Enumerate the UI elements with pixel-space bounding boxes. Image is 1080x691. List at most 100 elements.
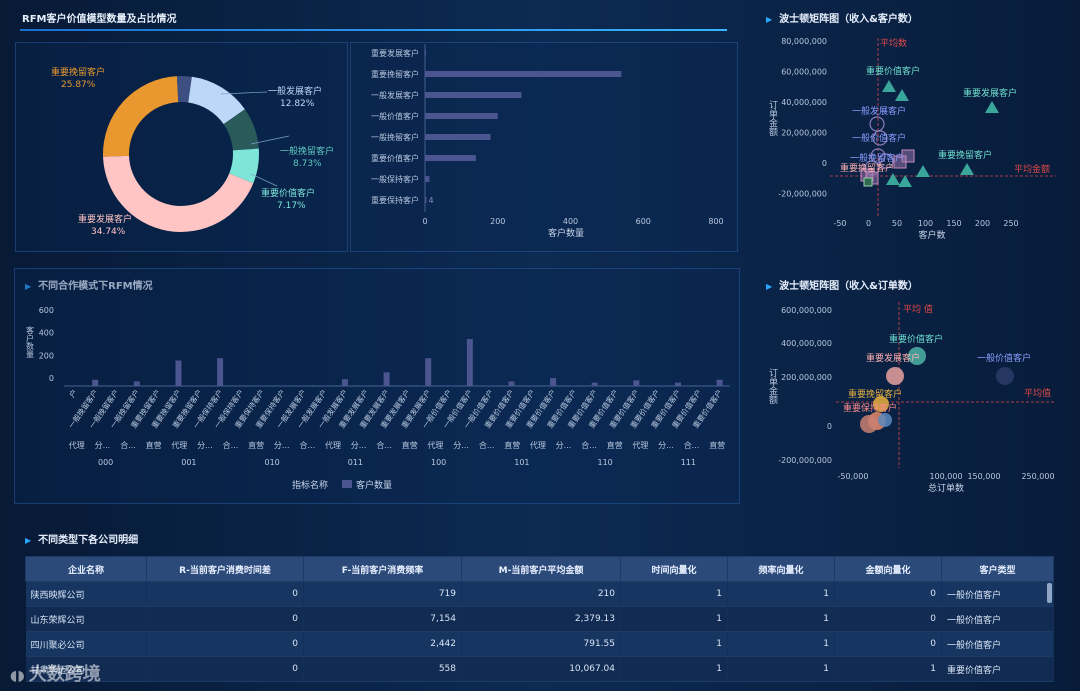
bcg2-label-1: 重要发展客户	[866, 352, 920, 364]
col-header[interactable]: F-当前客户消费频率	[303, 556, 462, 582]
coop-mode-label: 合...	[120, 440, 136, 450]
hbar-category-label: 重要保持客户	[371, 195, 419, 205]
coop-mode-label: 合...	[223, 440, 239, 450]
coop-legend-swatch	[342, 480, 352, 488]
bcg2-xlabel: 总订单数	[928, 482, 964, 494]
bcg2-label-0: 重要价值客户	[889, 333, 943, 345]
coop-bar	[529, 385, 536, 386]
hbar-category-label: 一般挽留客户	[371, 132, 419, 142]
coop-bar	[133, 381, 140, 386]
table-row[interactable]: 陕西映辉公司 0 719 210 1 1 0 一般价值客户	[25, 581, 1054, 607]
watermark: ◖◗ 大数跨境	[10, 660, 101, 686]
coop-bar	[446, 385, 453, 386]
bcg2-avg-right: 平均值	[1024, 387, 1051, 399]
bcg1-label-4: 重要挽留客户	[938, 149, 992, 161]
hbar-chart: 0 200 400 600 800 重要发展客户重要挽留客户一般发展客户一般价值客户一般挽…	[371, 44, 724, 239]
hbar-xtick-label: 600	[636, 217, 651, 226]
col-header[interactable]: 时间向量化	[620, 556, 728, 582]
cell-type: 一般价值客户	[941, 631, 1054, 657]
coop-ytick-label: 200	[39, 351, 54, 360]
coop-mode-label: 合...	[300, 440, 316, 450]
coop-mode-label: 代理	[325, 440, 341, 450]
hbar-bar	[425, 197, 427, 203]
coop-mode-label: 合...	[376, 440, 392, 450]
bcg2-xtick-label: -50,000	[838, 472, 869, 481]
cell-m: 10,067.04	[461, 656, 621, 682]
donut-slice-teal-dark	[223, 109, 259, 151]
hbar-bar	[425, 176, 430, 182]
cell-r: 0	[146, 631, 304, 657]
col-header[interactable]: 客户类型	[941, 556, 1054, 582]
coop-bar	[716, 379, 723, 386]
coop-bar	[113, 385, 120, 386]
cell-freq-vec: 1	[727, 656, 835, 682]
bcg1-ytick-label: 60,000,000	[781, 68, 827, 77]
hbar-xtick-label: 800	[708, 217, 723, 226]
coop-bar	[612, 385, 619, 386]
cell-m: 791.55	[461, 631, 621, 657]
coop-ytick-label: 0	[49, 374, 54, 383]
triangle-icon: ▶	[25, 536, 32, 545]
hbar-category-label: 重要价值客户	[371, 153, 419, 163]
donut-leader-line	[220, 91, 268, 95]
donut-label-d-pct: 7.17%	[277, 201, 306, 211]
table-row[interactable]: 山东荣辉公司 0 7,154 2,379.13 1 1 0 一般价值客户	[25, 606, 1054, 632]
coop-bar	[383, 372, 390, 386]
bcg1-ytick-label: 20,000,000	[781, 129, 827, 138]
col-header[interactable]: 企业名称	[25, 556, 147, 582]
hbar-category-label: 一般价值客户	[371, 111, 419, 121]
col-header[interactable]: 金额向量化	[834, 556, 942, 582]
bcg2-chart: 600,000,000 400,000,000 200,000,000 0 -200,0…	[767, 302, 1056, 494]
cell-company: 四川聚必公司	[25, 631, 147, 657]
coop-bar	[550, 378, 557, 386]
coop-title-wrap: ▶ 不同合作模式下RFM情况	[25, 277, 153, 292]
coop-bar	[508, 381, 515, 386]
donut-slice-light-blue	[188, 76, 245, 125]
coop-ytick-label: 400	[39, 329, 54, 338]
bcg1-xlabel: 客户数	[918, 229, 945, 241]
donut-slice-pink	[103, 155, 254, 232]
coop-mode-label: 分...	[95, 441, 111, 450]
bcg2-bubble-point	[996, 367, 1014, 385]
rfm-section-title: RFM客户价值模型数量及占比情况	[22, 14, 177, 25]
col-header[interactable]: 频率向量化	[727, 556, 835, 582]
cell-time-vec: 1	[620, 631, 728, 657]
donut-label-c-name: 一般挽留客户	[280, 145, 334, 157]
bcg1-label-0: 重要价值客户	[866, 65, 920, 77]
watermark-logo-icon: ◖◗	[10, 668, 25, 684]
col-header[interactable]: R-当前客户消费时间差	[146, 556, 304, 582]
bcg1-title: 波士顿矩阵图（收入&客户数）	[779, 14, 918, 25]
cell-freq-vec: 1	[727, 581, 835, 607]
table-scrollbar-thumb[interactable]	[1047, 583, 1052, 603]
cell-m: 2,379.13	[461, 606, 621, 632]
cell-amount-vec: 0	[834, 581, 942, 607]
hbar-bar	[425, 134, 491, 140]
cell-f: 719	[303, 581, 462, 607]
bcg1-label-6: 重要挽留客户	[840, 162, 894, 174]
coop-category-label: 户	[67, 387, 79, 399]
donut-leader-line	[250, 135, 290, 145]
cell-type: 一般价值客户	[941, 606, 1054, 632]
bcg2-label-3: 重要挽留客户	[848, 388, 902, 400]
triangle-icon: ▶	[25, 282, 32, 291]
title-underline	[20, 29, 727, 31]
coop-group-label: 010	[264, 458, 279, 467]
bcg2-xtick-label: 100,000	[929, 472, 962, 481]
bcg1-square-point	[863, 177, 873, 187]
table-row[interactable]: 四川聚必公司 0 2,442 791.55 1 1 0 一般价值客户	[25, 631, 1054, 657]
cell-m: 210	[461, 581, 621, 607]
hbar-category-label: 一般发展客户	[371, 90, 419, 100]
cell-f: 558	[303, 656, 462, 682]
bcg1-ytick-label: 80,000,000	[781, 37, 827, 46]
donut-slice-orange	[103, 76, 179, 157]
bcg1-xtick-label: 50	[892, 219, 902, 228]
bcg2-label-4: 重要保持客户	[843, 402, 897, 414]
col-header[interactable]: M-当前客户平均金额	[461, 556, 621, 582]
cell-time-vec: 1	[620, 656, 728, 682]
bcg1-label-3: 一般价值客户	[852, 132, 906, 144]
bcg2-ytick-label: 400,000,000	[781, 339, 832, 348]
bcg1-triangle-point	[960, 163, 974, 175]
table-row[interactable]: 甘肃华迈公司 0 558 10,067.04 1 1 1 重要价值客户	[25, 656, 1054, 682]
cell-company: 陕西映辉公司	[25, 581, 147, 607]
coop-mode-label: 分...	[351, 441, 367, 450]
